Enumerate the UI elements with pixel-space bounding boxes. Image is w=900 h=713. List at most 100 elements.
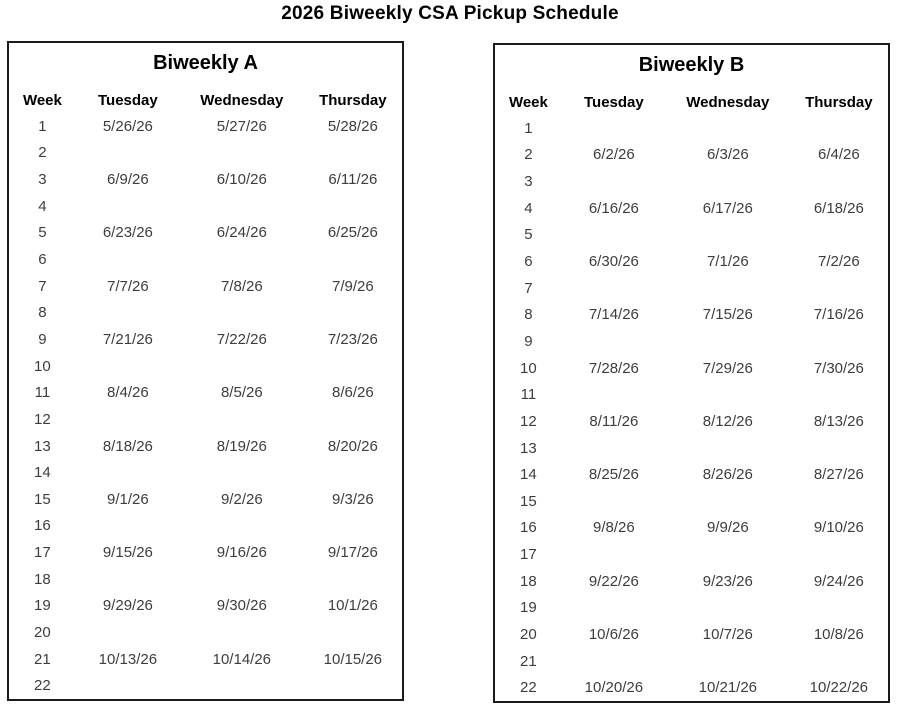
biweekly-b-table: Biweekly B Week Tuesday Wednesday Thursd… [493, 43, 890, 703]
column-header-thursday: Thursday [319, 91, 387, 109]
tuesday-date-cell: 10/6/26 [588, 625, 639, 643]
biweekly-a-table: Biweekly A Week Tuesday Wednesday Thursd… [7, 41, 404, 701]
week-number-cell: 6 [38, 251, 47, 269]
week-number-cell: 14 [520, 466, 537, 484]
week-number-cell: 20 [34, 623, 51, 641]
week-number-cell: 19 [520, 599, 537, 617]
tuesday-date-cell: 8/18/26 [102, 437, 153, 455]
week-number-cell: 21 [520, 652, 537, 670]
tuesday-date-cell: 10/20/26 [584, 679, 644, 697]
tuesday-date-cell: 10/13/26 [98, 650, 158, 668]
week-number-cell: 22 [34, 677, 51, 695]
wednesday-date-cell: 7/22/26 [216, 330, 267, 348]
week-number-cell: 22 [520, 679, 537, 697]
thursday-date-cell: 6/25/26 [327, 224, 378, 242]
week-number-cell: 1 [38, 117, 47, 135]
week-number-cell: 15 [34, 490, 51, 508]
table-row: 12 [9, 406, 402, 433]
table-row: 19 [495, 595, 888, 622]
week-number-cell: 8 [38, 304, 47, 322]
table-row: 13 [495, 435, 888, 462]
week-number-cell: 3 [524, 173, 533, 191]
table-row: 14 8/25/26 8/26/26 8/27/26 [495, 461, 888, 488]
tuesday-date-cell: 6/2/26 [593, 146, 635, 164]
week-number-cell: 18 [520, 572, 537, 590]
table-row: 6 [9, 246, 402, 273]
table-row: 18 [9, 566, 402, 593]
table-row: 18 9/22/26 9/23/26 9/24/26 [495, 568, 888, 595]
thursday-date-cell: 6/11/26 [328, 171, 378, 189]
tuesday-date-cell: 9/1/26 [107, 490, 149, 508]
week-number-cell: 9 [38, 330, 47, 348]
thursday-date-cell: 6/4/26 [817, 146, 860, 164]
tuesday-date-cell: 7/21/26 [102, 330, 153, 348]
tuesday-date-cell: 8/4/26 [107, 384, 149, 402]
column-header-week: Week [22, 91, 62, 109]
table-row: 7 [495, 275, 888, 302]
week-number-cell: 13 [34, 437, 51, 455]
week-number-cell: 16 [34, 517, 51, 535]
biweekly-a-title: Biweekly A [153, 52, 258, 74]
wednesday-date-cell: 6/24/26 [216, 224, 267, 242]
thursday-date-cell: 9/24/26 [813, 572, 864, 590]
table-row: 2 [9, 140, 402, 167]
table-row: 5 [495, 222, 888, 249]
biweekly-b-rows: 1 2 6/2/26 6/3/26 6/4/26 3 4 6/16/26 6/17/26 6/18… [495, 115, 888, 701]
table-row: 16 [9, 513, 402, 540]
wednesday-date-cell: 9/9/26 [706, 519, 749, 537]
table-row: 9 [495, 328, 888, 355]
thursday-date-cell: 8/13/26 [813, 412, 864, 430]
tuesday-date-cell: 9/15/26 [102, 544, 153, 562]
biweekly-a-rows: 1 5/26/26 5/27/26 5/28/26 2 3 6/9/26 6/10/26 6/1… [9, 113, 402, 699]
table-row: 10 [9, 353, 402, 380]
week-number-cell: 13 [520, 439, 537, 457]
week-number-cell: 5 [524, 226, 533, 244]
column-header-wednesday: Wednesday [200, 91, 284, 109]
wednesday-date-cell: 8/12/26 [702, 412, 753, 430]
tuesday-date-cell: 8/25/26 [588, 466, 639, 484]
wednesday-date-cell: 9/30/26 [216, 597, 267, 615]
table-row: 4 [9, 193, 402, 220]
thursday-date-cell: 9/10/26 [813, 519, 864, 537]
table-row: 19 9/29/26 9/30/26 10/1/26 [9, 593, 402, 620]
thursday-date-cell: 7/30/26 [813, 359, 864, 377]
table-row: 6 6/30/26 7/1/26 7/2/26 [495, 248, 888, 275]
biweekly-a-header-row: Week Tuesday Wednesday Thursday [9, 87, 402, 113]
thursday-date-cell: 7/16/26 [813, 306, 864, 324]
page-title: 2026 Biweekly CSA Pickup Schedule [281, 3, 619, 24]
wednesday-date-cell: 8/5/26 [220, 384, 263, 402]
week-number-cell: 17 [34, 544, 51, 562]
week-number-cell: 17 [520, 546, 537, 564]
wednesday-date-cell: 7/1/26 [706, 253, 749, 271]
week-number-cell: 4 [38, 197, 47, 215]
wednesday-date-cell: 10/21/26 [698, 679, 758, 697]
week-number-cell: 10 [34, 357, 51, 375]
table-row: 17 9/15/26 9/16/26 9/17/26 [9, 539, 402, 566]
tuesday-date-cell: 8/11/26 [589, 412, 639, 430]
wednesday-date-cell: 7/29/26 [702, 359, 753, 377]
column-header-wednesday: Wednesday [686, 93, 770, 111]
table-row: 20 10/6/26 10/7/26 10/8/26 [495, 621, 888, 648]
table-row: 9 7/21/26 7/22/26 7/23/26 [9, 326, 402, 353]
tuesday-date-cell: 6/23/26 [102, 224, 153, 242]
week-number-cell: 12 [520, 412, 537, 430]
wednesday-date-cell: 8/19/26 [216, 437, 267, 455]
week-number-cell: 9 [524, 332, 533, 350]
table-row: 14 [9, 459, 402, 486]
table-row: 3 [495, 168, 888, 195]
week-number-cell: 21 [34, 650, 51, 668]
week-number-cell: 15 [520, 492, 537, 510]
table-row: 21 10/13/26 10/14/26 10/15/26 [9, 646, 402, 673]
week-number-cell: 4 [524, 199, 533, 217]
table-row: 8 [9, 299, 402, 326]
week-number-cell: 3 [38, 171, 47, 189]
tuesday-date-cell: 9/8/26 [593, 519, 635, 537]
week-number-cell: 8 [524, 306, 533, 324]
table-row: 3 6/9/26 6/10/26 6/11/26 [9, 166, 402, 193]
table-row: 15 [495, 488, 888, 515]
table-row: 11 [495, 381, 888, 408]
column-header-week: Week [508, 93, 548, 111]
column-header-tuesday: Tuesday [583, 93, 644, 111]
table-row: 8 7/14/26 7/15/26 7/16/26 [495, 301, 888, 328]
wednesday-date-cell: 6/17/26 [702, 199, 753, 217]
